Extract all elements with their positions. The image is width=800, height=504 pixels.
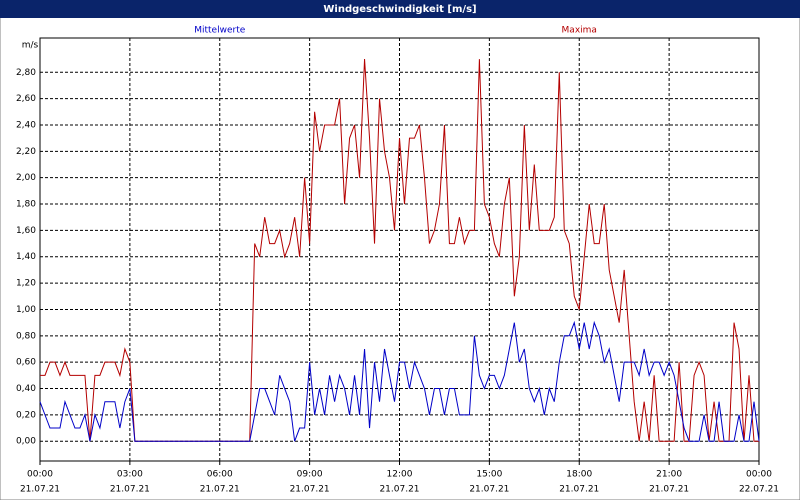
y-tick-label: 1,60 [16,226,36,236]
chart-title: Windgeschwindigkeit [m/s] [323,4,476,15]
y-axis-label: m/s [22,41,39,51]
title-bar [0,0,800,18]
x-tick-date: 21.07.21 [290,485,330,495]
x-tick-label: 06:00 [207,470,233,480]
y-tick-label: 1,80 [16,200,36,210]
y-tick-label: 2,00 [16,173,36,183]
x-tick-label: 00:00 [746,470,772,480]
x-tick-label: 03:00 [117,470,143,480]
x-tick-date: 21.07.21 [200,485,240,495]
x-tick-date: 21.07.21 [469,485,509,495]
y-tick-label: 1,20 [16,279,36,289]
y-tick-label: 2,60 [16,94,36,104]
x-tick-label: 09:00 [297,470,323,480]
x-tick-date: 21.07.21 [379,485,419,495]
x-tick-date: 21.07.21 [20,485,60,495]
y-tick-label: 0,40 [16,384,36,394]
x-tick-label: 15:00 [476,470,502,480]
y-tick-label: 0,20 [16,410,36,420]
x-tick-label: 21:00 [656,470,682,480]
x-tick-label: 18:00 [566,470,592,480]
x-tick-label: 12:00 [387,470,413,480]
y-tick-label: 0,60 [16,358,36,368]
y-tick-label: 2,20 [16,147,36,157]
y-tick-label: 0,00 [16,437,36,447]
y-tick-label: 1,40 [16,252,36,262]
legend-label: Maxima [562,26,597,36]
legend-label: Mittelwerte [194,26,245,36]
y-tick-label: 0,80 [16,331,36,341]
x-tick-date: 21.07.21 [559,485,599,495]
x-tick-date: 22.07.21 [739,485,779,495]
y-tick-label: 2,80 [16,68,36,78]
series-line [39,320,760,442]
x-tick-date: 21.07.21 [110,485,150,495]
x-tick-date: 21.07.21 [649,485,689,495]
y-tick-label: 2,40 [16,120,36,130]
plot-border [39,37,760,462]
y-tick-label: 1,00 [16,305,36,315]
x-tick-label: 00:00 [27,470,53,480]
